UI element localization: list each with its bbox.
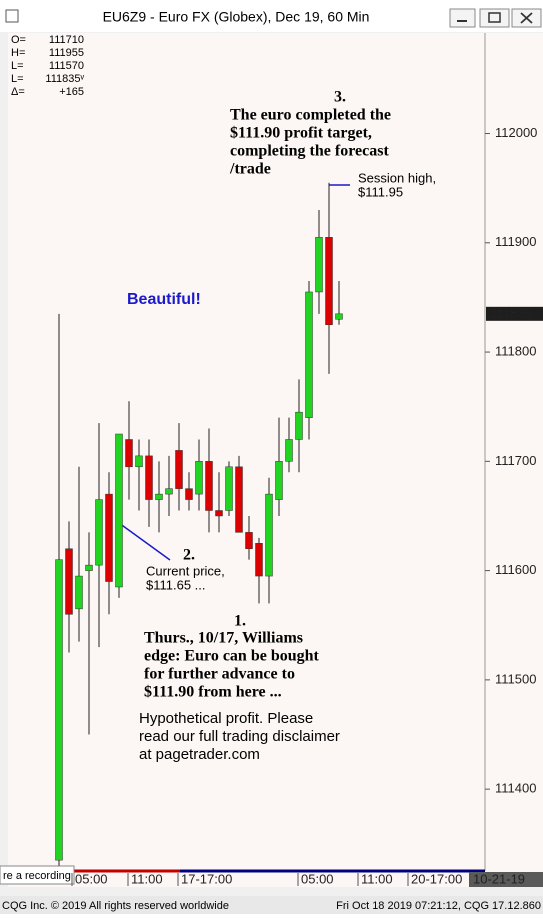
x-tick-label: 05:00 (301, 871, 334, 886)
pointer-line (118, 522, 171, 561)
x-tick-label: 17-17:00 (181, 871, 232, 886)
status-left: CQG Inc. © 2019 All rights reserved worl… (2, 900, 229, 912)
info-key: L= (11, 60, 24, 72)
last-price-bg (486, 306, 543, 321)
candle-body (155, 493, 163, 500)
note-text: $111.90 from here ... (144, 684, 282, 701)
date-label-bg (469, 872, 543, 887)
y-tick-label: 111800 (495, 344, 536, 359)
candle-body (235, 466, 243, 533)
candle-body (245, 532, 253, 549)
x-tick-label: 11:00 (361, 871, 393, 886)
candle-body (275, 461, 283, 500)
x-tick-label: 10-21-19 (473, 871, 525, 886)
candle-body (255, 543, 263, 577)
candle-body (265, 493, 273, 577)
candle-body (65, 548, 73, 615)
note-text: Thurs., 10/17, Williams (144, 630, 303, 647)
info-key: O= (11, 34, 26, 46)
info-key: Δ= (11, 86, 25, 98)
candle-body (85, 564, 93, 571)
session-high-text: $111.95 (358, 184, 403, 199)
note-text: /trade (229, 161, 271, 178)
info-value: 111955 (49, 47, 84, 59)
note-number: 3. (334, 89, 346, 106)
candle-body (115, 433, 123, 588)
disclaimer-text: Hypothetical profit. Please (139, 710, 313, 727)
window-title: EU6Z9 - Euro FX (Globex), Dec 19, 60 Min (103, 9, 370, 25)
note-number: 2. (183, 547, 195, 564)
maximize-icon (488, 12, 501, 23)
candle-body (315, 237, 323, 293)
note-number: 1. (234, 613, 246, 630)
y-tick-label: 112000 (495, 125, 537, 140)
candle-body (165, 488, 173, 495)
y-tick-label: 111600 (495, 562, 536, 577)
candle-body (185, 488, 193, 500)
plot-background (8, 33, 543, 871)
x-tick-label: 20-17:00 (411, 871, 462, 886)
candle-body (225, 466, 233, 511)
candle-body (295, 411, 303, 440)
info-value: +165 (59, 86, 84, 98)
note-text: completing the forecast (230, 143, 389, 160)
annotations: 3. The euro completed the $111.90 profit… (11, 34, 436, 763)
disclaimer-text: at pagetrader.com (139, 746, 260, 763)
current-price-text: Current price, (146, 563, 225, 578)
info-value: 111710 (49, 34, 84, 46)
note-text: $111.90 profit target, (230, 125, 372, 142)
candle-body (215, 510, 223, 517)
info-key: L= (11, 73, 24, 85)
candle-body (125, 439, 133, 468)
candle-body (305, 291, 313, 418)
x-tick-label: 11:00 (131, 871, 163, 886)
session-high-text: Session high, (358, 170, 436, 185)
y-tick-label: 111400 (495, 781, 536, 796)
candle-body (175, 450, 183, 489)
close-icon (520, 12, 533, 24)
overlay-text: re a recording (3, 870, 71, 882)
status-bar (0, 896, 543, 914)
candle-body (105, 493, 113, 582)
candle-body (325, 237, 333, 325)
status-right: Fri Oct 18 2019 07:21:12, CQG 17.12.860 (336, 900, 541, 912)
note-text: edge: Euro can be bought (144, 648, 320, 665)
y-tick-label: 111900 (495, 234, 536, 249)
candle-body (145, 455, 153, 500)
candle-body (55, 559, 63, 861)
last-price-label: 111835 (490, 305, 531, 320)
minimize-button[interactable] (449, 8, 476, 28)
window-icon[interactable] (5, 9, 19, 23)
time-axis (8, 871, 543, 887)
candle-body (205, 461, 213, 511)
beautiful-text: Beautiful! (127, 291, 201, 308)
candle-body (135, 455, 143, 468)
info-value: 111570 (49, 60, 84, 72)
candle-body (335, 313, 343, 320)
y-tick-label: 111700 (495, 453, 536, 468)
candle-body (95, 499, 103, 566)
note-text: The euro completed the (230, 107, 391, 124)
y-tick-label: 111500 (495, 671, 536, 686)
maximize-button[interactable] (479, 8, 510, 28)
candle-body (285, 439, 293, 462)
info-value: 111835ᵛ (45, 73, 84, 85)
current-price-text: $111.65 ... (146, 577, 206, 592)
note-text: for further advance to (144, 666, 295, 683)
x-tick-label: 05:00 (75, 871, 108, 886)
recording-overlay (0, 865, 75, 885)
info-key: H= (11, 47, 25, 59)
disclaimer-text: read our full trading disclaimer (139, 728, 340, 745)
candle-body (75, 575, 83, 610)
candle-body (195, 461, 203, 495)
